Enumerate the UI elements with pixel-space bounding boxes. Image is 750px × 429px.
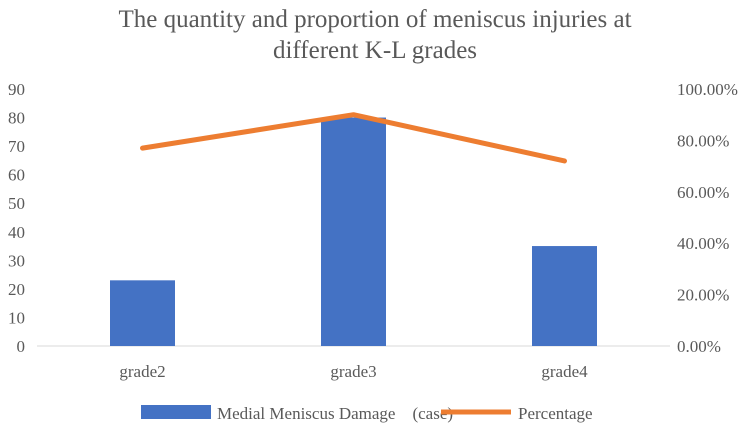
bar-series <box>110 117 597 346</box>
legend-label-bars: Medial Meniscus Damage (case) <box>217 404 453 423</box>
left-tick-label: 50 <box>8 194 25 213</box>
left-tick-label: 10 <box>8 308 25 327</box>
right-tick-label: 100.00% <box>677 80 738 99</box>
right-tick-label: 60.00% <box>677 183 729 202</box>
right-tick-label: 0.00% <box>677 337 721 356</box>
left-tick-label: 60 <box>8 166 25 185</box>
bar-grade4 <box>532 246 597 346</box>
bar-grade2 <box>110 280 175 346</box>
chart-title-line-1: The quantity and proportion of meniscus … <box>118 6 631 33</box>
category-label: grade2 <box>119 362 165 381</box>
category-label: grade3 <box>330 362 376 381</box>
left-tick-label: 90 <box>8 80 25 99</box>
category-labels: grade2 grade3 grade4 <box>119 362 588 381</box>
right-tick-label: 80.00% <box>677 131 729 150</box>
legend: Medial Meniscus Damage (case) Percentage <box>141 404 593 423</box>
left-tick-label: 40 <box>8 223 25 242</box>
left-tick-label: 0 <box>17 337 26 356</box>
line-series <box>140 112 567 164</box>
left-tick-label: 20 <box>8 280 25 299</box>
left-tick-label: 70 <box>8 137 25 156</box>
legend-swatch-bars <box>141 405 211 419</box>
left-axis-ticks: 0 10 20 30 40 50 60 70 80 90 <box>8 80 25 356</box>
right-axis-ticks: 0.00% 20.00% 40.00% 60.00% 80.00% 100.00% <box>677 80 738 356</box>
category-label: grade4 <box>541 362 588 381</box>
legend-label-line: Percentage <box>518 404 593 423</box>
bar-grade3 <box>321 117 386 346</box>
right-tick-label: 20.00% <box>677 286 729 305</box>
chart-title-line-2: different K-L grades <box>273 37 477 64</box>
right-tick-label: 40.00% <box>677 234 729 253</box>
left-tick-label: 80 <box>8 109 25 128</box>
left-tick-label: 30 <box>8 251 25 270</box>
